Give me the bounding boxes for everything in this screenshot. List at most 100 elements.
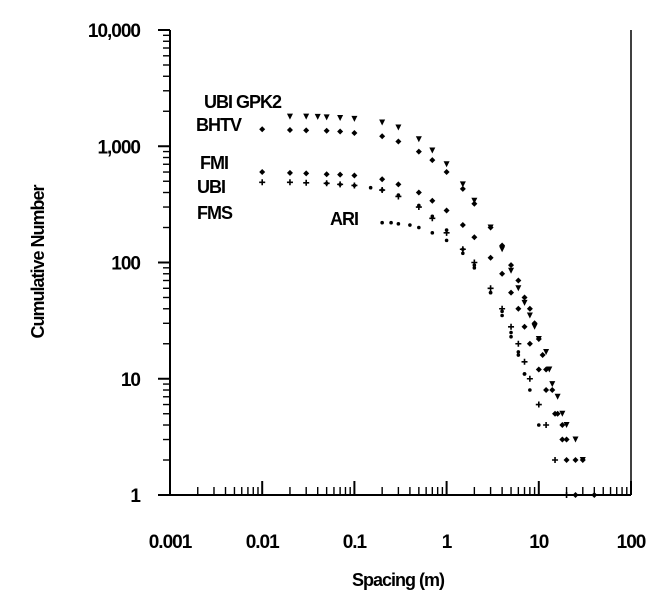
data-point (522, 372, 527, 376)
data-point (337, 128, 344, 135)
data-point (515, 340, 522, 347)
data-point (554, 393, 561, 400)
series-label: FMS (197, 203, 233, 223)
data-point (396, 193, 401, 197)
data-point (337, 171, 344, 178)
data-point (508, 267, 515, 274)
data-point (395, 138, 402, 145)
data-point (459, 185, 466, 192)
data-point (337, 114, 344, 121)
data-point (549, 387, 556, 394)
data-point (471, 234, 478, 241)
data-point (417, 225, 421, 230)
data-point (395, 181, 402, 188)
data-point (352, 183, 357, 188)
data-point (286, 169, 293, 176)
data-point (430, 231, 435, 235)
data-point (563, 492, 570, 498)
y-tick-label: 100 (111, 254, 140, 275)
data-point (351, 172, 358, 179)
data-point (323, 114, 330, 121)
data-point (487, 224, 494, 231)
data-point (303, 113, 310, 120)
data-point (572, 457, 579, 464)
data-point (559, 422, 566, 429)
data-point (535, 366, 542, 373)
data-point (324, 181, 329, 186)
data-point (487, 254, 494, 261)
data-point (552, 457, 559, 464)
data-point (509, 330, 513, 335)
data-point (459, 181, 466, 188)
data-point (563, 436, 570, 443)
data-point (516, 353, 521, 357)
data-point (543, 366, 550, 373)
x-tick-label: 100 (617, 532, 646, 553)
data-point (444, 228, 449, 232)
data-point (443, 207, 450, 214)
series-ubi-gpk2 (286, 113, 586, 464)
data-point (543, 387, 550, 394)
data-point (461, 247, 465, 252)
data-point (286, 126, 293, 133)
data-point (380, 220, 384, 225)
data-point (389, 220, 393, 225)
labels-layer: UBI GPK2 BHTV FMI UBI FMS ARI (196, 92, 359, 229)
data-point (563, 457, 570, 464)
data-point (472, 263, 477, 267)
data-point (429, 197, 436, 204)
data-point (259, 126, 266, 133)
data-point (338, 182, 342, 187)
x-tick-label: 10 (529, 532, 549, 553)
data-point (537, 423, 541, 427)
data-point (563, 422, 570, 429)
data-point (443, 161, 450, 168)
data-point (314, 113, 321, 120)
axes-layer: 0.001 0.01 0.1 1 10 100 1 10 100 1,000 10,000 (88, 21, 647, 553)
marks-layer (259, 113, 598, 498)
data-point (396, 222, 401, 226)
series-label: BHTV (196, 115, 242, 135)
data-point (543, 348, 550, 355)
data-point (521, 358, 528, 365)
y-tick-label: 10 (121, 370, 141, 391)
data-point (526, 340, 533, 347)
x-tick-label: 1 (442, 532, 453, 553)
data-point (535, 335, 542, 342)
data-point (572, 436, 579, 443)
data-point (526, 312, 533, 319)
data-point (531, 323, 538, 330)
data-point (552, 410, 559, 417)
data-point (415, 189, 422, 196)
data-point (500, 309, 504, 314)
data-point (516, 350, 521, 354)
data-point (499, 246, 506, 253)
data-point (543, 422, 550, 429)
data-point (379, 176, 386, 183)
data-point (535, 401, 542, 408)
data-point (471, 200, 478, 207)
data-point (472, 266, 477, 270)
x-axis-title: Spacing (m) (352, 570, 445, 590)
series-label: FMI (200, 153, 228, 173)
data-point (303, 127, 310, 134)
series-label: ARI (330, 209, 358, 229)
data-point (379, 119, 386, 126)
data-point (380, 188, 384, 192)
data-point (415, 148, 422, 155)
data-point (546, 366, 553, 373)
data-point (591, 492, 598, 498)
data-point (429, 147, 436, 154)
data-point (526, 305, 533, 312)
data-point (515, 305, 522, 312)
data-point (444, 238, 449, 243)
data-point (430, 214, 435, 219)
data-point (303, 179, 310, 186)
data-point (559, 436, 566, 443)
data-point (526, 375, 533, 382)
data-point (515, 277, 522, 284)
data-point (499, 242, 506, 249)
data-point (429, 157, 436, 164)
data-point (351, 115, 358, 122)
